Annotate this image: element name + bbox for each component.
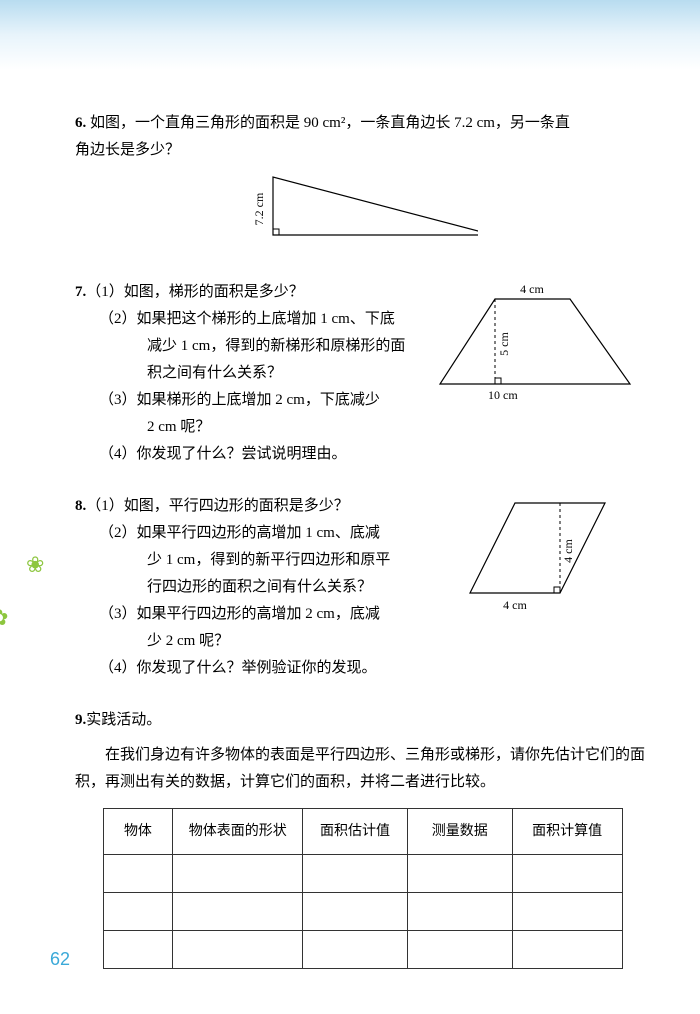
problem-8-s3a: （3）如果平行四边形的高增加 2 cm，底减 xyxy=(123,601,460,628)
problem-8-s4: （4）你发现了什么？举例验证你的发现。 xyxy=(123,655,460,682)
problem-8-s2b: 少 1 cm，得到的新平行四边形和原平 xyxy=(75,547,460,574)
problem-7: 7.（1）如图，梯形的面积是多少？ （2）如果把这个梯形的上底增加 1 cm、下… xyxy=(75,279,650,468)
activity-table: 物体 物体表面的形状 面积估计值 测量数据 面积计算值 xyxy=(103,808,623,969)
table-header: 测量数据 xyxy=(407,809,512,855)
problem-6: 6. 如图，一个直角三角形的面积是 90 cm²，一条直角边长 7.2 cm，另… xyxy=(75,110,650,254)
triangle-svg: 7.2 cm xyxy=(248,169,478,244)
table-header-row: 物体 物体表面的形状 面积估计值 测量数据 面积计算值 xyxy=(103,809,622,855)
table-header: 物体 xyxy=(103,809,173,855)
problem-6-number: 6. xyxy=(75,115,86,131)
trap-top-label: 4 cm xyxy=(520,282,544,296)
problem-9-text: 在我们身边有许多物体的表面是平行四边形、三角形或梯形，请你先估计它们的面积，再测… xyxy=(75,742,650,796)
problem-9-number: 9. xyxy=(75,712,86,728)
table-row xyxy=(103,893,622,931)
page-content: 6. 如图，一个直角三角形的面积是 90 cm²，一条直角边长 7.2 cm，另… xyxy=(0,0,700,1014)
problem-7-s4: （4）你发现了什么？尝试说明理由。 xyxy=(123,441,430,468)
trap-bottom-label: 10 cm xyxy=(488,388,518,402)
table-row xyxy=(103,931,622,969)
problem-8-s2a: （2）如果平行四边形的高增加 1 cm、底减 xyxy=(123,520,460,547)
trapezoid-svg: 4 cm 5 cm 10 cm xyxy=(430,279,650,414)
problem-9-title: 实践活动。 xyxy=(86,712,161,728)
problem-6-text-2: 角边长是多少？ xyxy=(75,137,650,164)
problem-7-s2a: （2）如果把这个梯形的上底增加 1 cm、下底 xyxy=(123,306,430,333)
problem-7-s3b: 2 cm 呢？ xyxy=(75,414,430,441)
problem-8-s2c: 行四边形的面积之间有什么关系？ xyxy=(75,574,460,601)
problem-8-figure: 4 cm 4 cm xyxy=(460,493,620,633)
problem-6-figure: 7.2 cm xyxy=(75,169,650,254)
table-header: 面积估计值 xyxy=(303,809,408,855)
problem-8-s3b: 少 2 cm 呢？ xyxy=(75,628,460,655)
para-base-label: 4 cm xyxy=(503,598,527,612)
page-number: 62 xyxy=(50,943,70,975)
leaf-decoration-2: ✿ xyxy=(0,598,8,638)
leaf-decoration-1: ❀ xyxy=(26,545,44,585)
problem-9: 9.实践活动。 在我们身边有许多物体的表面是平行四边形、三角形或梯形，请你先估计… xyxy=(75,707,650,969)
trap-height-label: 5 cm xyxy=(497,332,511,356)
problem-8-s1: （1）如图，平行四边形的面积是多少？ xyxy=(86,498,349,514)
problem-6-text-1: 如图，一个直角三角形的面积是 90 cm²，一条直角边长 7.2 cm，另一条直 xyxy=(90,115,570,131)
problem-8-number: 8. xyxy=(75,498,86,514)
problem-7-s2b: 减少 1 cm，得到的新梯形和原梯形的面 xyxy=(75,333,430,360)
problem-7-s3a: （3）如果梯形的上底增加 2 cm，下底减少 xyxy=(123,387,430,414)
problem-7-number: 7. xyxy=(75,284,86,300)
para-height-label: 4 cm xyxy=(561,539,575,563)
parallelogram-svg: 4 cm 4 cm xyxy=(460,493,620,623)
problem-7-figure: 4 cm 5 cm 10 cm xyxy=(430,279,650,424)
triangle-height-label: 7.2 cm xyxy=(252,192,266,225)
problem-8: 8.（1）如图，平行四边形的面积是多少？ （2）如果平行四边形的高增加 1 cm… xyxy=(75,493,650,682)
table-header: 面积计算值 xyxy=(512,809,622,855)
problem-7-s1: （1）如图，梯形的面积是多少？ xyxy=(86,284,304,300)
problem-7-s2c: 积之间有什么关系？ xyxy=(75,360,430,387)
table-row xyxy=(103,855,622,893)
table-header: 物体表面的形状 xyxy=(173,809,303,855)
